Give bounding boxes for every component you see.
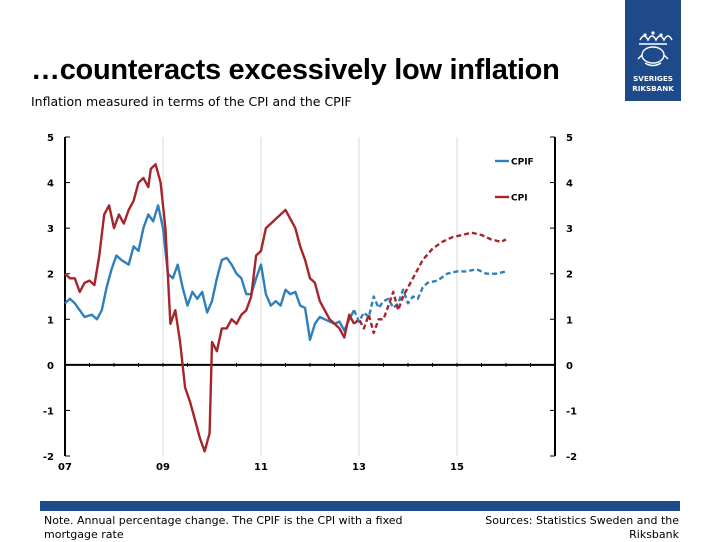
y-tick-label-left: 2 xyxy=(47,270,54,281)
y-tick-label-left: 1 xyxy=(47,315,54,326)
x-tick-label: 09 xyxy=(156,462,170,470)
series-line-cpi xyxy=(64,163,356,453)
x-tick-label: 15 xyxy=(450,462,464,470)
y-tick-label-right: 5 xyxy=(566,133,573,144)
footer-bar xyxy=(40,501,680,511)
y-tick-label-right: -1 xyxy=(566,406,577,417)
y-tick-label-left: 5 xyxy=(47,133,54,144)
riksbank-logo: SVERIGES RIKSBANK xyxy=(625,0,681,101)
series-forecast-cpif xyxy=(352,268,507,323)
riksbank-crest-icon: SVERIGES RIKSBANK xyxy=(632,31,674,93)
logo-line1: SVERIGES xyxy=(633,74,673,83)
page-title: …counteracts excessively low inflation xyxy=(31,54,560,86)
y-tick-label-right: 3 xyxy=(566,224,573,235)
y-tick-label-left: -1 xyxy=(43,406,54,417)
legend-label-cpi: CPI xyxy=(511,194,528,204)
y-tick-label-left: 3 xyxy=(47,224,54,235)
series-line-cpif xyxy=(64,204,356,341)
y-tick-label-left: -2 xyxy=(43,452,54,463)
chart-svg: -2 -1 0 1 2 3 4 5 -2 -1 0 1 2 3 4 5 07 09 11 13 15 CPIF CPI xyxy=(43,133,577,473)
inflation-chart: -2 -1 0 1 2 3 4 5 -2 -1 0 1 2 3 4 5 07 09 11 13 15 CPIF CPI xyxy=(30,125,600,473)
y-tick-label-right: -2 xyxy=(566,452,577,463)
y-tick-label-left: 0 xyxy=(47,361,54,372)
y-tick-label-right: 0 xyxy=(566,361,573,372)
series-forecast-cpi xyxy=(353,231,507,335)
y-tick-label-left: 4 xyxy=(47,179,54,190)
x-tick-label: 13 xyxy=(352,462,366,470)
y-tick-label-right: 4 xyxy=(566,179,573,190)
chart-sources: Sources: Statistics Sweden and the Riksb… xyxy=(485,514,679,541)
y-tick-label-right: 2 xyxy=(566,270,573,281)
legend-label-cpif: CPIF xyxy=(511,158,534,168)
x-tick-label: 11 xyxy=(254,462,268,470)
logo-line2: RIKSBANK xyxy=(632,84,674,93)
chart-subtitle: Inflation measured in terms of the CPI a… xyxy=(31,94,352,109)
y-tick-label-right: 1 xyxy=(566,315,573,326)
x-tick-label: 07 xyxy=(58,462,72,470)
chart-note: Note. Annual percentage change. The CPIF… xyxy=(44,514,403,541)
